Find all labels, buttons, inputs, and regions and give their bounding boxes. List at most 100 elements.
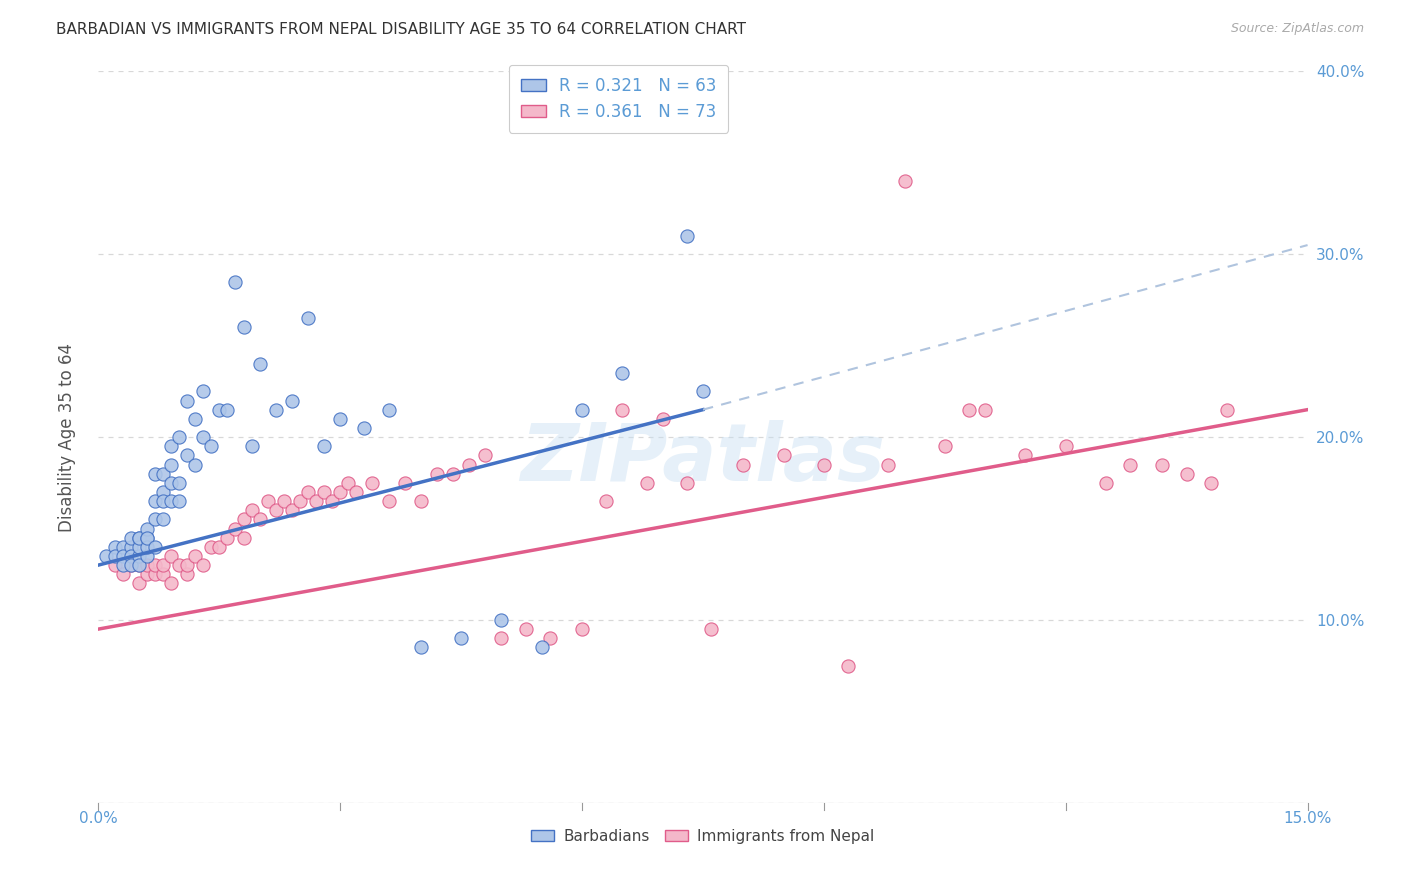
Point: [256, 494, 278, 508]
Point: [208, 402, 231, 417]
Point: [377, 494, 399, 508]
Point: [361, 475, 384, 490]
Point: [184, 412, 207, 426]
Point: [409, 640, 432, 655]
Point: [120, 558, 142, 573]
Point: [200, 540, 222, 554]
Point: [160, 494, 183, 508]
Point: [232, 531, 254, 545]
Point: [1095, 475, 1118, 490]
Point: [273, 494, 295, 508]
Point: [200, 439, 222, 453]
Point: [571, 402, 593, 417]
Point: [458, 458, 481, 472]
Point: [120, 540, 142, 554]
Point: [135, 531, 157, 545]
Point: [143, 558, 166, 573]
Point: [353, 421, 375, 435]
Point: [612, 402, 634, 417]
Point: [176, 567, 198, 582]
Point: [264, 402, 287, 417]
Point: [224, 521, 246, 535]
Point: [135, 558, 157, 573]
Point: [193, 430, 215, 444]
Point: [152, 485, 174, 500]
Point: [240, 503, 263, 517]
Point: [224, 275, 246, 289]
Point: [974, 402, 997, 417]
Point: [934, 439, 956, 453]
Point: [813, 458, 835, 472]
Point: [1054, 439, 1077, 453]
Point: [176, 558, 198, 573]
Point: [167, 558, 190, 573]
Point: [103, 558, 125, 573]
Point: [409, 494, 432, 508]
Point: [297, 311, 319, 326]
Point: [111, 549, 134, 563]
Point: [491, 632, 513, 646]
Point: [208, 540, 231, 554]
Point: [152, 494, 174, 508]
Point: [957, 402, 980, 417]
Point: [143, 467, 166, 481]
Point: [143, 512, 166, 526]
Point: [893, 174, 915, 188]
Point: [111, 567, 134, 582]
Point: [152, 467, 174, 481]
Point: [120, 549, 142, 563]
Point: [152, 512, 174, 526]
Point: [240, 439, 263, 453]
Point: [571, 622, 593, 636]
Point: [143, 567, 166, 582]
Point: [305, 494, 328, 508]
Point: [249, 357, 271, 371]
Point: [217, 531, 239, 545]
Point: [281, 503, 304, 517]
Point: [176, 448, 198, 462]
Point: [314, 439, 336, 453]
Point: [160, 576, 183, 591]
Point: [450, 632, 472, 646]
Point: [321, 494, 343, 508]
Point: [120, 558, 142, 573]
Point: [135, 540, 157, 554]
Point: [264, 503, 287, 517]
Point: [329, 485, 352, 500]
Point: [377, 402, 399, 417]
Point: [184, 458, 207, 472]
Point: [128, 549, 150, 563]
Point: [193, 384, 215, 399]
Point: [143, 540, 166, 554]
Point: [128, 558, 150, 573]
Point: [676, 229, 699, 244]
Point: [120, 531, 142, 545]
Point: [1119, 458, 1142, 472]
Point: [281, 393, 304, 408]
Point: [128, 531, 150, 545]
Point: [152, 558, 174, 573]
Point: [152, 567, 174, 582]
Point: [1216, 402, 1239, 417]
Point: [426, 467, 449, 481]
Text: BARBADIAN VS IMMIGRANTS FROM NEPAL DISABILITY AGE 35 TO 64 CORRELATION CHART: BARBADIAN VS IMMIGRANTS FROM NEPAL DISAB…: [56, 22, 747, 37]
Point: [217, 402, 239, 417]
Point: [837, 658, 859, 673]
Point: [288, 494, 311, 508]
Point: [692, 384, 714, 399]
Point: [329, 412, 352, 426]
Y-axis label: Disability Age 35 to 64: Disability Age 35 to 64: [58, 343, 76, 532]
Point: [232, 320, 254, 334]
Point: [96, 549, 118, 563]
Point: [515, 622, 537, 636]
Point: [160, 439, 183, 453]
Point: [314, 485, 336, 500]
Point: [344, 485, 367, 500]
Point: [538, 632, 561, 646]
Point: [128, 576, 150, 591]
Point: [1152, 458, 1174, 472]
Point: [167, 430, 190, 444]
Point: [160, 475, 183, 490]
Point: [167, 494, 190, 508]
Point: [184, 549, 207, 563]
